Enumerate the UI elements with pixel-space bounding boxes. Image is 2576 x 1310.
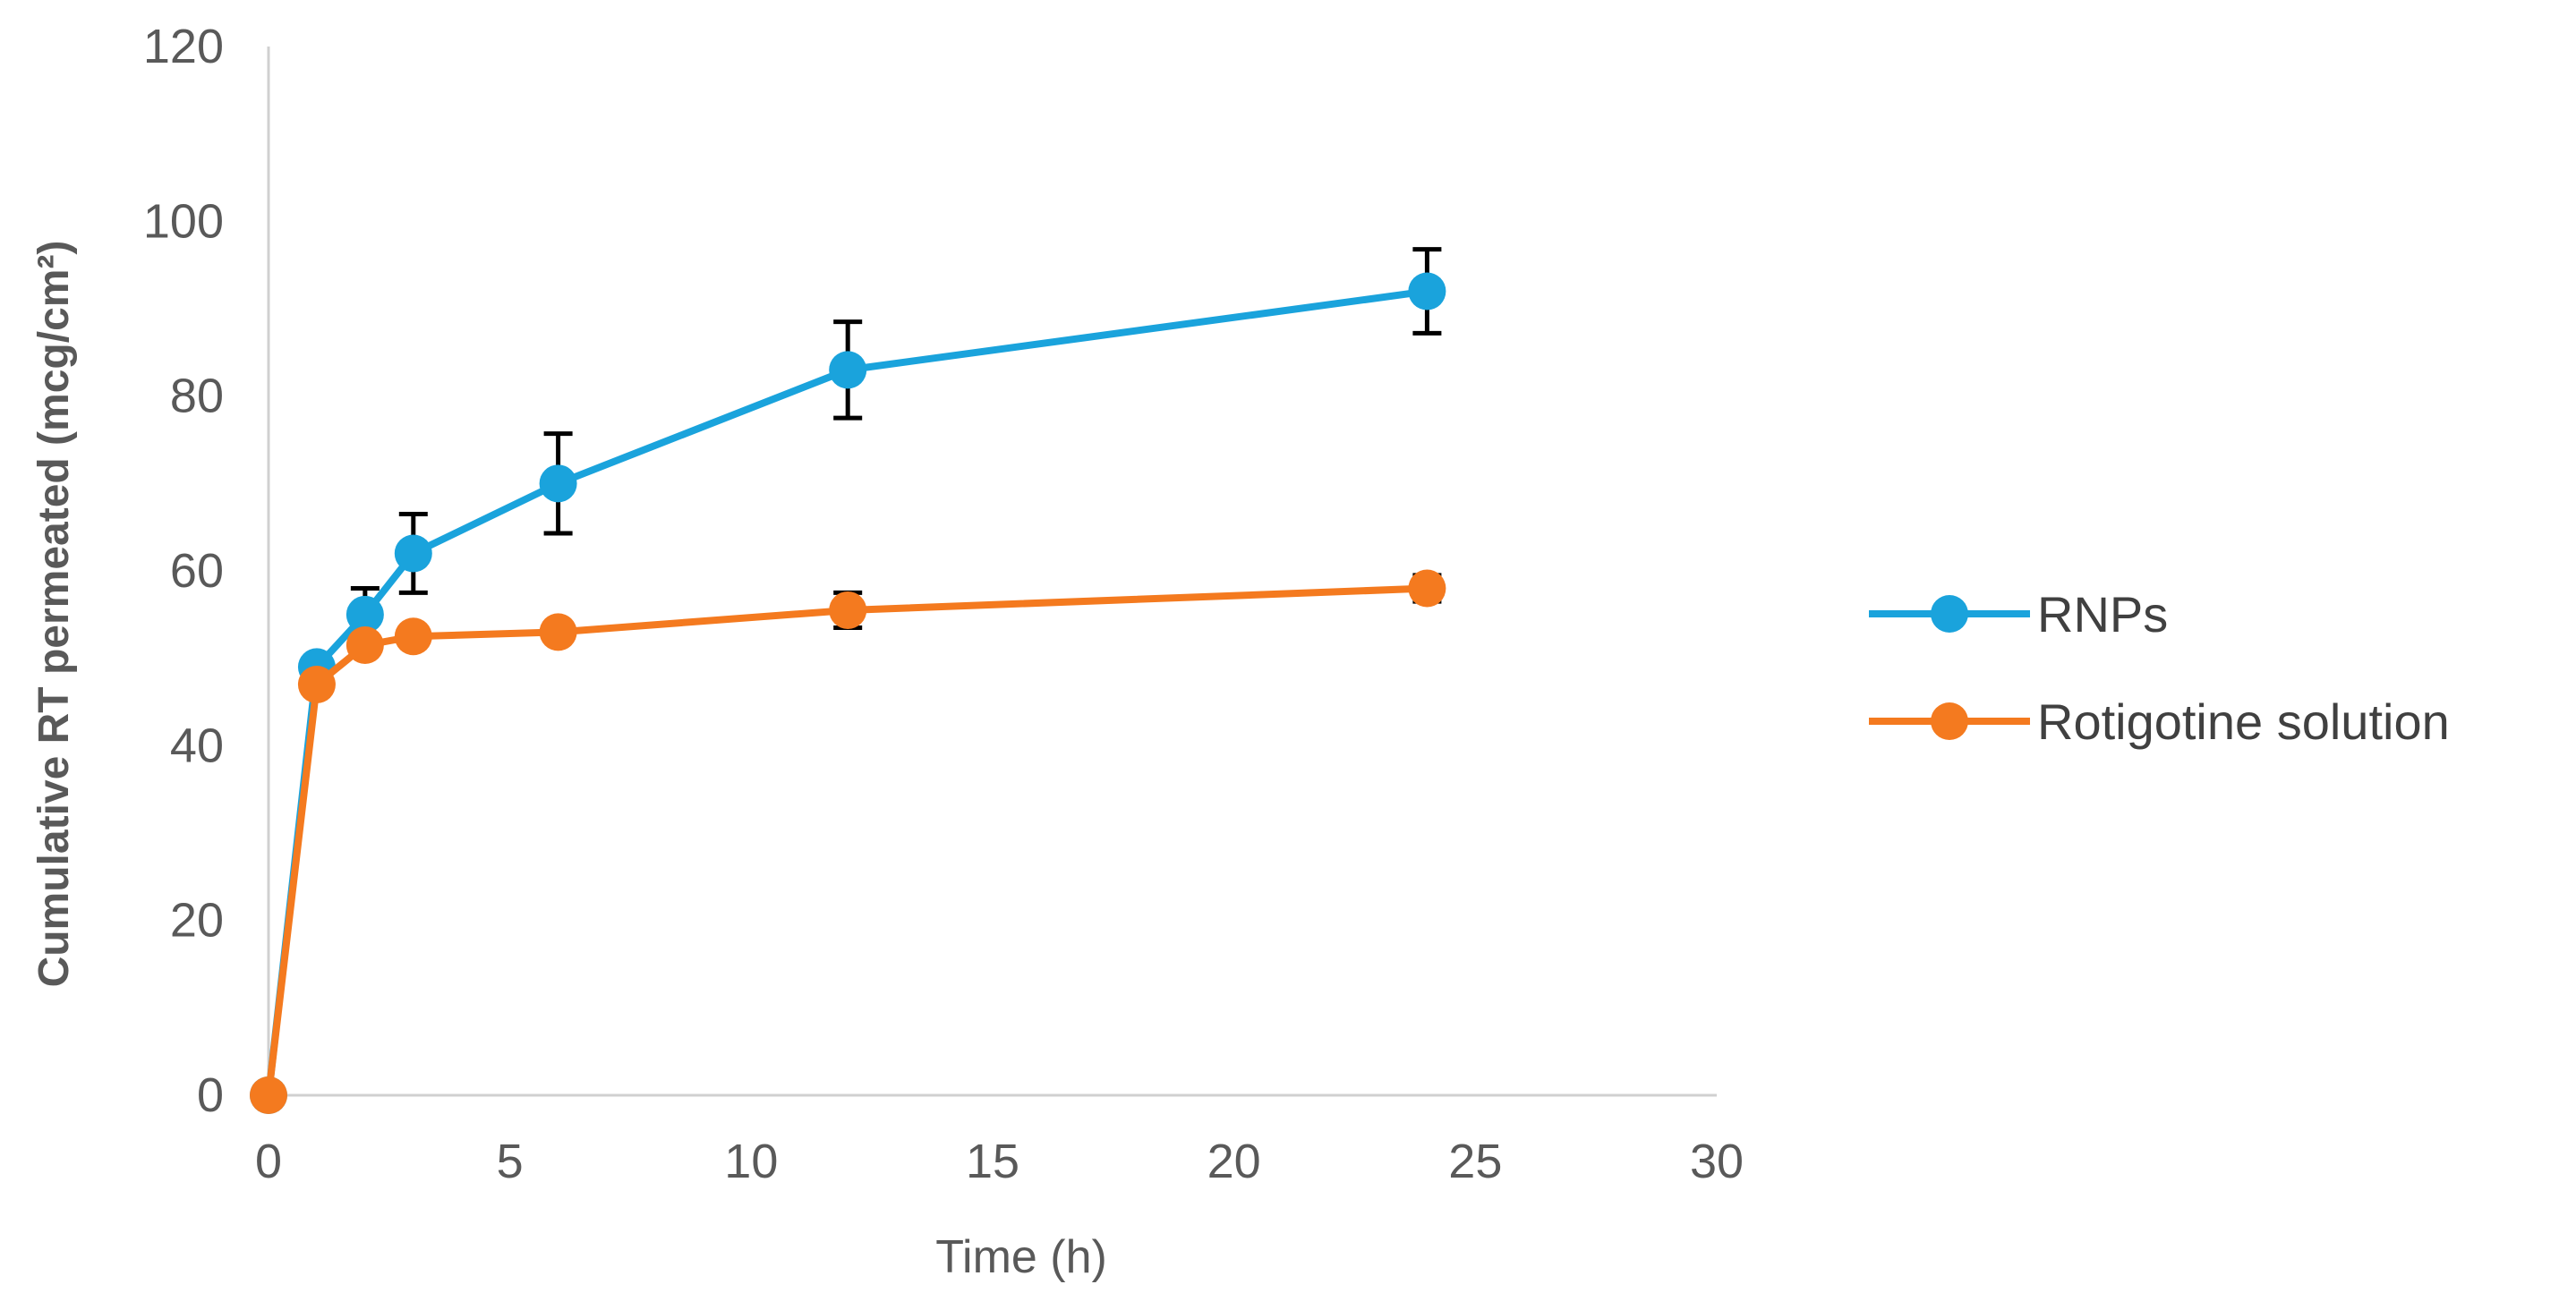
x-tick-label: 10 xyxy=(724,1135,778,1188)
legend-label-rnps: RNPs xyxy=(2037,586,2168,642)
x-tick-label: 15 xyxy=(966,1135,1019,1188)
x-tick-label: 25 xyxy=(1448,1135,1502,1188)
legend-label-rotigotine-solution: Rotigotine solution xyxy=(2037,693,2450,750)
x-axis-title: Time (h) xyxy=(935,1231,1107,1283)
data-point-rotigotine-solution xyxy=(1408,569,1446,608)
x-tick-label: 30 xyxy=(1690,1135,1744,1188)
data-point-rotigotine-solution xyxy=(539,613,577,651)
y-tick-label: 60 xyxy=(170,544,224,598)
data-point-rotigotine-solution xyxy=(297,665,336,703)
y-tick-label: 80 xyxy=(170,370,224,423)
y-tick-label: 40 xyxy=(170,719,224,772)
data-point-rotigotine-solution xyxy=(829,591,867,629)
y-axis-title: Cumulative RT permeated (mcg/cm²) xyxy=(30,241,78,988)
x-tick-label: 5 xyxy=(497,1135,524,1188)
data-series xyxy=(250,272,1446,1114)
legend-marker-rnps xyxy=(1931,595,1968,633)
x-tick-label: 20 xyxy=(1207,1135,1261,1188)
data-point-rotigotine-solution xyxy=(345,626,384,665)
data-point-rnps xyxy=(345,595,384,634)
data-point-rotigotine-solution xyxy=(250,1076,287,1114)
data-point-rnps xyxy=(539,464,577,503)
data-point-rnps xyxy=(829,351,867,389)
y-tick-label: 0 xyxy=(197,1068,224,1122)
y-tick-label: 100 xyxy=(143,194,224,248)
y-tick-label: 120 xyxy=(143,20,224,73)
axes: 0 20 40 60 80 100 120 0 5 10 15 20 25 30 Time (h) Cumul… xyxy=(30,20,1744,1283)
data-point-rotigotine-solution xyxy=(394,617,432,656)
legend: RNPs Rotigotine solution xyxy=(1869,586,2450,750)
data-point-rnps xyxy=(394,534,432,573)
legend-marker-rotigotine-solution xyxy=(1931,702,1968,740)
data-point-rnps xyxy=(1408,272,1446,310)
series-line-rotigotine-solution xyxy=(265,584,1431,1099)
y-tick-label: 20 xyxy=(170,894,224,948)
x-tick-label: 0 xyxy=(255,1135,282,1188)
